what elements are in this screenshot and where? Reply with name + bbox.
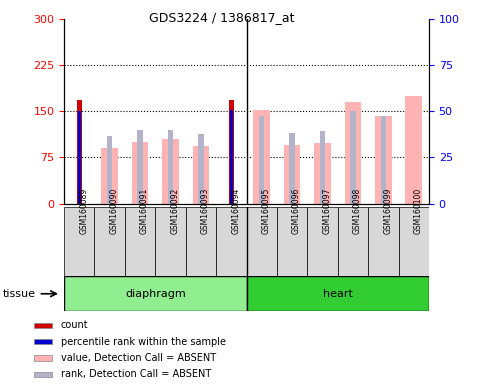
Text: GSM160092: GSM160092 xyxy=(171,188,179,234)
Text: GSM160091: GSM160091 xyxy=(140,188,149,234)
Bar xyxy=(132,142,148,204)
Text: rank, Detection Call = ABSENT: rank, Detection Call = ABSENT xyxy=(61,369,211,379)
Text: GSM160100: GSM160100 xyxy=(414,188,423,234)
Text: GSM160099: GSM160099 xyxy=(384,188,392,234)
Text: GSM160093: GSM160093 xyxy=(201,188,210,234)
Bar xyxy=(253,109,270,204)
FancyBboxPatch shape xyxy=(246,276,429,311)
Bar xyxy=(78,111,80,204)
Bar xyxy=(398,207,429,276)
Bar xyxy=(198,134,204,204)
Text: GSM160089: GSM160089 xyxy=(79,188,88,234)
Bar xyxy=(216,207,246,276)
Text: GDS3224 / 1386817_at: GDS3224 / 1386817_at xyxy=(149,12,295,25)
Text: GSM160095: GSM160095 xyxy=(262,188,271,234)
Bar xyxy=(345,102,361,204)
Bar xyxy=(34,339,52,344)
Bar xyxy=(338,207,368,276)
FancyBboxPatch shape xyxy=(64,276,246,311)
Bar xyxy=(284,145,300,204)
Text: GSM160096: GSM160096 xyxy=(292,188,301,234)
Text: heart: heart xyxy=(323,289,352,299)
Bar xyxy=(107,136,112,204)
Bar xyxy=(168,130,173,204)
Bar xyxy=(320,131,325,204)
Bar xyxy=(405,96,422,204)
Bar xyxy=(307,207,338,276)
Bar xyxy=(193,146,209,204)
Bar xyxy=(229,100,234,204)
Bar xyxy=(230,110,233,204)
Bar xyxy=(125,207,155,276)
Bar xyxy=(34,323,52,328)
Text: GSM160090: GSM160090 xyxy=(109,188,119,234)
Bar xyxy=(246,207,277,276)
Bar xyxy=(259,116,264,204)
Bar xyxy=(34,355,52,361)
Text: GSM160094: GSM160094 xyxy=(231,188,240,234)
Bar xyxy=(368,207,398,276)
Bar xyxy=(350,111,355,204)
Bar xyxy=(64,207,95,276)
Text: GSM160097: GSM160097 xyxy=(322,188,331,234)
Bar xyxy=(186,207,216,276)
Bar xyxy=(314,143,331,204)
Bar xyxy=(138,130,143,204)
Bar xyxy=(381,116,386,204)
Text: value, Detection Call = ABSENT: value, Detection Call = ABSENT xyxy=(61,353,216,363)
Bar xyxy=(162,139,179,204)
Bar xyxy=(34,372,52,377)
Bar xyxy=(155,207,186,276)
Bar xyxy=(277,207,307,276)
Bar xyxy=(76,100,82,204)
Bar xyxy=(102,148,118,204)
Text: GSM160098: GSM160098 xyxy=(353,188,362,234)
Bar xyxy=(375,116,391,204)
Text: tissue: tissue xyxy=(2,289,35,299)
Bar xyxy=(289,133,295,204)
Text: diaphragm: diaphragm xyxy=(125,289,186,299)
Text: count: count xyxy=(61,320,89,330)
Bar xyxy=(95,207,125,276)
Text: percentile rank within the sample: percentile rank within the sample xyxy=(61,337,226,347)
